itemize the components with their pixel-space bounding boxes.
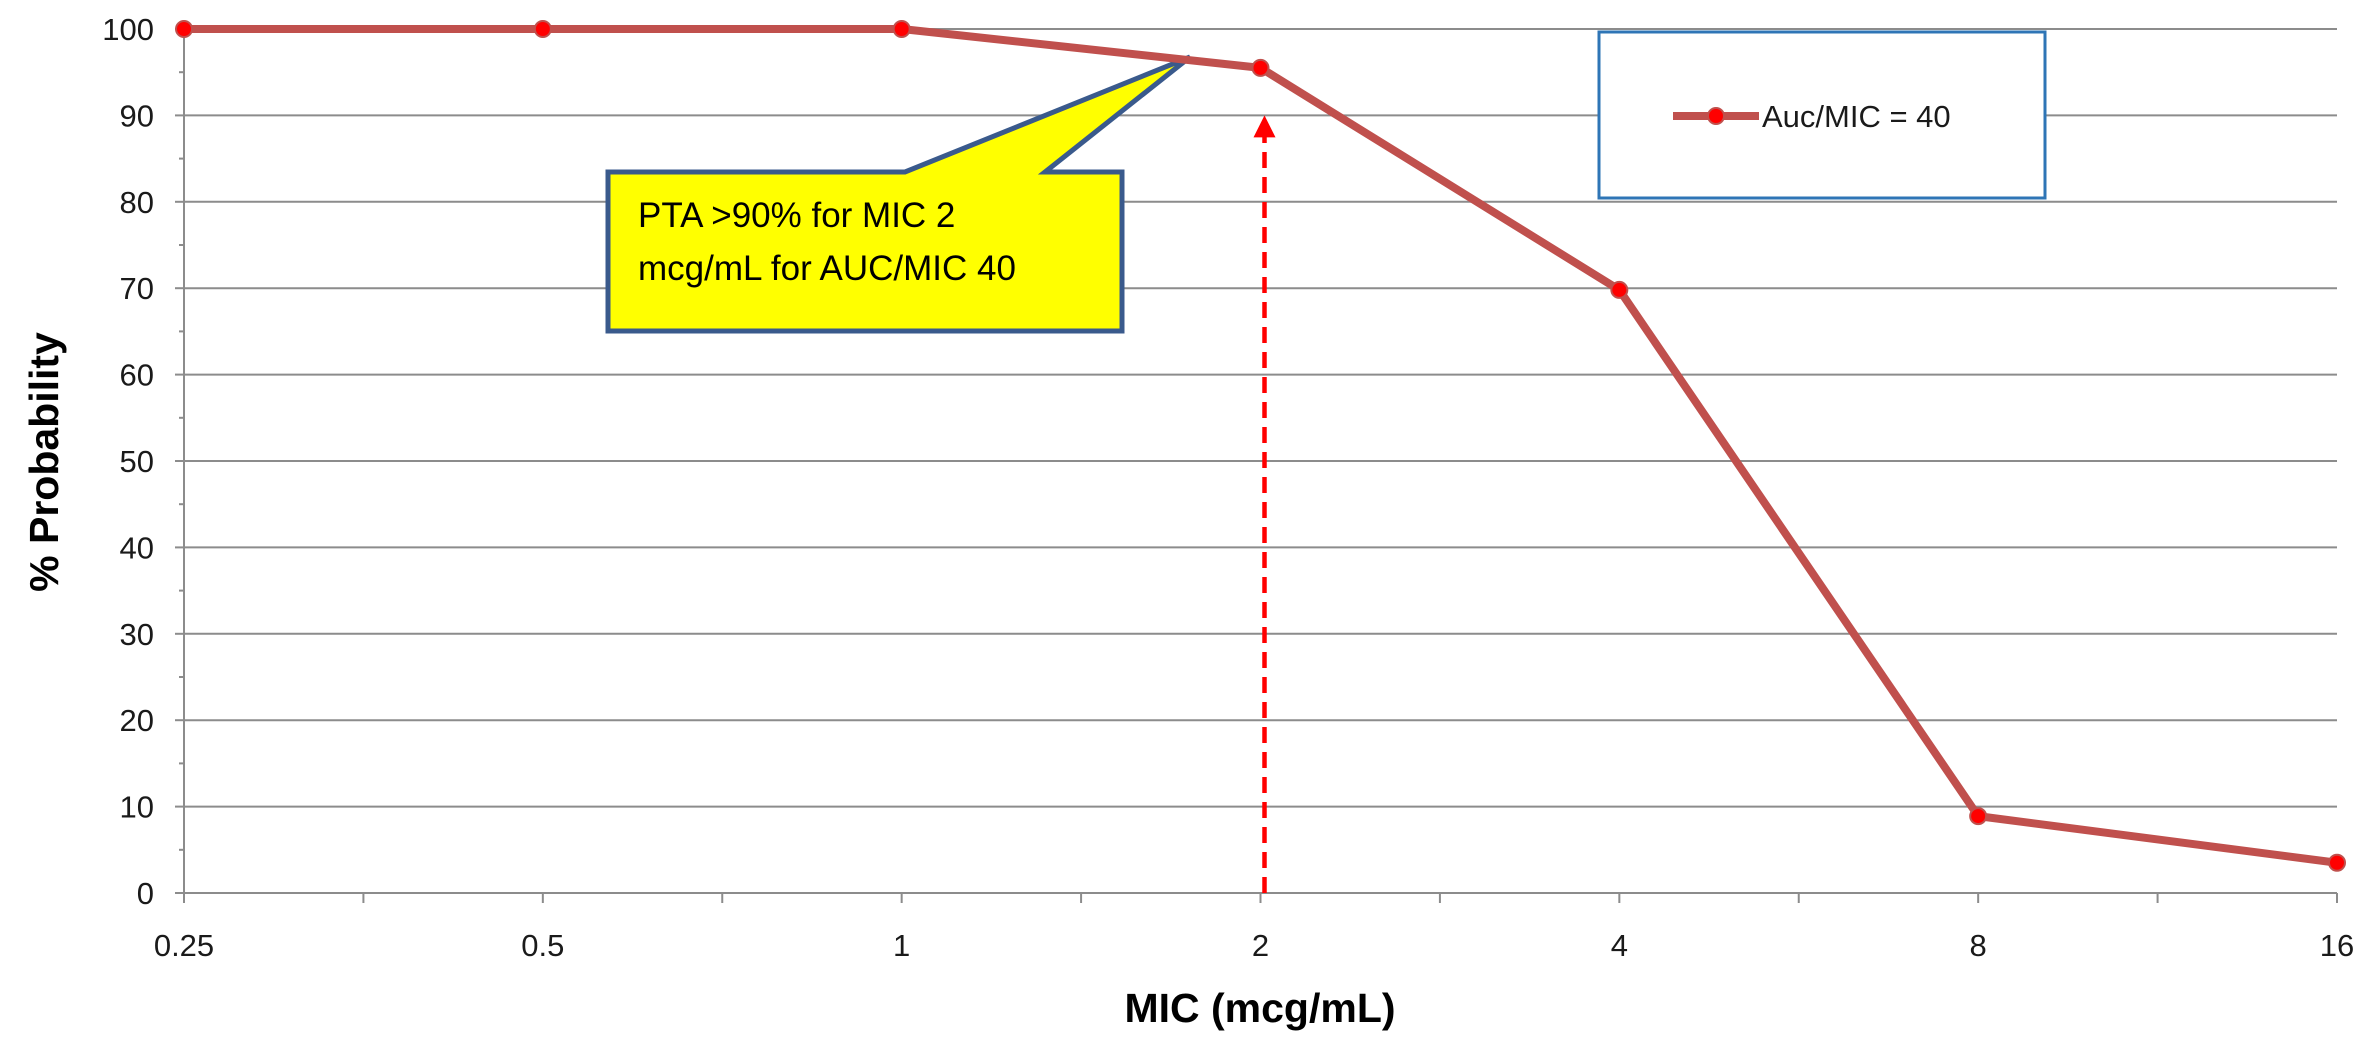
callout-box (605, 54, 1192, 334)
x-tick-label: 8 (1970, 928, 1987, 963)
data-point (2328, 853, 2346, 872)
y-tick-label: 50 (120, 444, 154, 479)
legend: Auc/MIC = 40 (1597, 30, 2047, 200)
x-axis-title: MIC (mcg/mL) (1124, 985, 1395, 1031)
x-tick-label: 1 (893, 928, 910, 963)
callout-text-line: mcg/mL for AUC/MIC 40 (638, 249, 1016, 288)
data-point (1251, 58, 1270, 77)
x-tick-label: 0.5 (521, 928, 564, 963)
y-axis-title: % Probability (21, 332, 67, 592)
x-tick-label: 2 (1252, 928, 1269, 963)
data-point (175, 20, 193, 38)
y-tick-label: 30 (120, 617, 154, 652)
y-tick-label: 20 (120, 703, 154, 738)
callout-text-line: PTA >90% for MIC 2 (638, 196, 955, 235)
series-layer (175, 20, 2346, 872)
data-point (892, 20, 911, 38)
reference-arrowhead (1253, 115, 1276, 138)
y-tick-label: 70 (120, 271, 154, 306)
y-tick-label: 80 (120, 185, 154, 220)
legend-marker-swatch (1707, 107, 1725, 125)
y-tick-label: 100 (102, 12, 154, 47)
axes: 0 10 20 30 40 50 60 70 80 90 100 0.25 0.5 1 2 4 8 16 (102, 12, 2354, 963)
data-point (1969, 807, 1988, 826)
y-tick-label: 0 (137, 876, 154, 911)
y-tick-label: 40 (120, 530, 154, 565)
y-tick-label: 60 (120, 358, 154, 393)
data-point (1610, 280, 1629, 299)
annotations: PTA >90% for MIC 2 mcg/mL for AUC/MIC 40 (605, 54, 1276, 893)
x-tick-label: 4 (1611, 928, 1628, 963)
y-tick-label: 10 (120, 790, 154, 825)
y-tick-label: 90 (120, 98, 154, 133)
legend-label: Auc/MIC = 40 (1762, 99, 1951, 134)
data-point (533, 20, 552, 38)
x-tick-label: 16 (2320, 928, 2354, 963)
x-tick-label: 0.25 (154, 928, 214, 963)
gridlines (184, 28, 2337, 808)
